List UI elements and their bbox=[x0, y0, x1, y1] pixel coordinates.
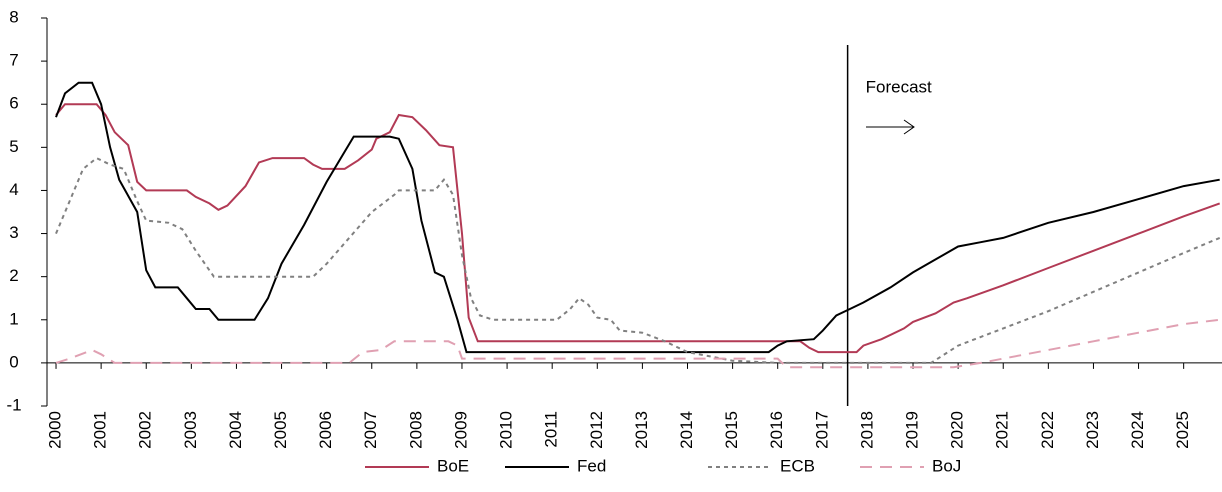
x-tick-label: 2019 bbox=[903, 411, 922, 449]
x-tick-label: 2025 bbox=[1173, 411, 1192, 449]
series-line bbox=[55, 81, 1220, 354]
y-tick-label: 8 bbox=[9, 7, 18, 26]
x-tick-label: 2009 bbox=[451, 411, 470, 449]
x-tick-label: 2010 bbox=[497, 411, 516, 449]
x-tick-label: 2016 bbox=[767, 411, 786, 449]
x-tick-label: 2015 bbox=[722, 411, 741, 449]
y-tick-label: 7 bbox=[9, 51, 18, 70]
y-tick-label: -1 bbox=[6, 395, 21, 414]
legend-label: BoJ bbox=[932, 456, 961, 475]
x-tick-label: 2000 bbox=[46, 411, 65, 449]
x-tick-label: 2002 bbox=[136, 411, 155, 449]
legend-label: ECB bbox=[780, 456, 815, 475]
forecast-arrow bbox=[866, 119, 915, 135]
x-tick-label: 2024 bbox=[1128, 411, 1147, 449]
x-tick-label: 2004 bbox=[226, 411, 245, 449]
x-tick-label: 2022 bbox=[1038, 411, 1057, 449]
series-line bbox=[55, 156, 1221, 364]
x-tick-label: 2017 bbox=[812, 411, 831, 449]
x-tick-label: 2014 bbox=[677, 411, 696, 449]
annotation: Forecast bbox=[866, 77, 932, 96]
y-tick-label: 3 bbox=[9, 223, 18, 242]
y-tick-label: 2 bbox=[9, 266, 18, 285]
y-tick-label: 6 bbox=[9, 94, 18, 113]
x-tick-label: 2013 bbox=[632, 411, 651, 449]
series-line bbox=[55, 318, 1220, 369]
x-tick-label: 2012 bbox=[587, 411, 606, 449]
series-line bbox=[55, 103, 1221, 354]
x-tick-label: 2011 bbox=[542, 411, 561, 448]
x-tick-label: 2008 bbox=[406, 411, 425, 449]
x-tick-label: 2007 bbox=[361, 411, 380, 449]
y-tick-label: 0 bbox=[9, 352, 18, 371]
x-tick-label: 2001 bbox=[91, 411, 110, 449]
x-tick-label: 2023 bbox=[1083, 411, 1102, 449]
x-tick-label: 2006 bbox=[316, 411, 335, 449]
legend-label: Fed bbox=[577, 456, 606, 475]
x-tick-label: 2021 bbox=[993, 411, 1012, 449]
x-tick-label: 2020 bbox=[948, 411, 967, 449]
y-tick-label: 4 bbox=[9, 180, 18, 199]
y-tick-label: 1 bbox=[9, 309, 18, 328]
y-tick-label: 5 bbox=[9, 137, 18, 156]
x-tick-label: 2018 bbox=[857, 411, 876, 449]
x-tick-label: 2003 bbox=[181, 411, 200, 449]
x-tick-label: 2005 bbox=[271, 411, 290, 449]
legend-label: BoE bbox=[437, 456, 469, 475]
